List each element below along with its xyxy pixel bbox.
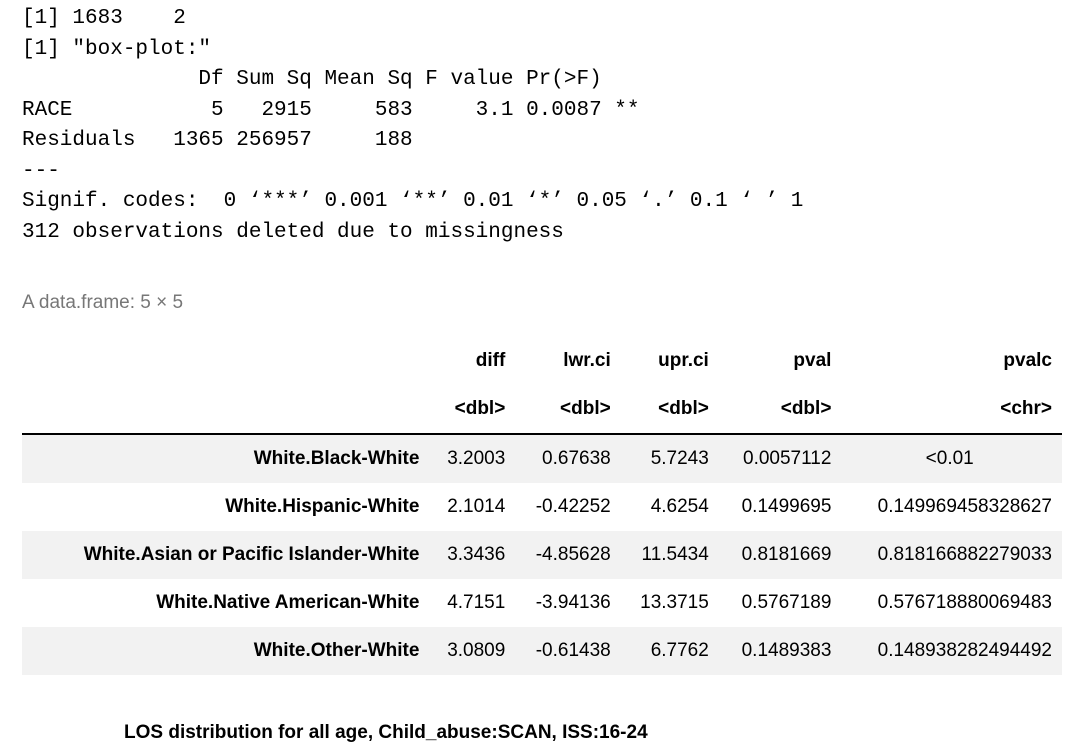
column-type: <dbl> [620,385,719,435]
signif-codes: Signif. codes: 0 ‘***’ 0.001 ‘**’ 0.01 ‘… [22,190,804,213]
row-name: White.Asian or Pacific Islander-White [83,544,420,565]
cell-diff: 3.2003 [447,448,506,469]
plot-title: LOS distribution for all age, Child_abus… [124,722,648,743]
cell-pval: 0.0057112 [743,448,832,469]
column-header-rowname [22,337,429,385]
column-type: <dbl> [429,385,516,435]
cell-diff: 2.1014 [447,496,506,517]
dataframe-table: diff lwr.ci upr.ci pval pvalc <dbl> <dbl… [22,337,1062,675]
table-row: White.Native American-White 4.7151 -3.94… [22,579,1062,627]
table-row: White.Black-White 3.2003 0.67638 5.7243 … [22,434,1062,483]
console-output: [1] 1683 2 [1] "box-plot:" Df Sum Sq Mea… [22,4,803,248]
column-type-rowname [22,385,430,435]
cell-upr-ci: 13.3715 [640,592,709,613]
cell-pvalc: 0.818166882279033 [877,544,1052,565]
column-type: <dbl> [718,385,842,435]
anova-row-race: RACE 5 2915 583 3.1 0.0087 ** [22,98,640,122]
cell-pval: 0.8181669 [741,544,832,565]
table-type-row: <dbl> <dbl> <dbl> <dbl> <chr> [22,385,1062,435]
dataframe-caption: A data.frame: 5 × 5 [22,292,184,313]
cell-diff: 3.3436 [447,544,506,565]
cell-pval: 0.1489383 [741,640,832,661]
column-type: <chr> [841,385,1062,435]
cell-lwr-ci: -0.42252 [535,496,611,517]
column-header: pval [793,350,832,371]
cell-upr-ci: 5.7243 [650,448,709,469]
cell-pval: 0.1499695 [741,496,832,517]
cell-upr-ci: 11.5434 [641,544,709,565]
anova-header: Df Sum Sq Mean Sq F value Pr(>F) [22,68,602,91]
cell-upr-ci: 6.7762 [650,640,709,661]
column-header: lwr.ci [563,350,611,371]
cell-pval: 0.5767189 [741,592,832,613]
console-line-dim: [1] 1683 2 [22,7,186,30]
cell-upr-ci: 4.6254 [650,496,709,517]
cell-lwr-ci: -3.94136 [535,592,611,613]
anova-row-residuals: Residuals 1365 256957 188 [22,129,413,152]
table-row: White.Hispanic-White 2.1014 -0.42252 4.6… [22,483,1062,531]
cell-lwr-ci: -4.85628 [535,544,611,565]
column-header: diff [475,350,506,371]
row-name: White.Black-White [253,448,420,469]
missingness-note: 312 observations deleted due to missingn… [22,220,564,244]
row-name: White.Hispanic-White [225,496,420,517]
cell-diff: 3.0809 [447,640,506,661]
cell-pvalc: <0.01 [925,448,974,469]
column-header: pvalc [1003,350,1052,371]
row-name: White.Native American-White [156,592,420,613]
cell-pvalc: 0.148938282494492 [877,640,1052,661]
cell-lwr-ci: -0.61438 [535,640,611,661]
cell-lwr-ci: 0.67638 [542,448,611,469]
table-row: White.Asian or Pacific Islander-White 3.… [22,531,1062,579]
cell-pvalc: 0.149969458328627 [877,496,1052,517]
cell-pvalc: 0.576718880069483 [877,592,1052,613]
anova-separator: --- [22,159,60,183]
table-row: White.Other-White 3.0809 -0.61438 6.7762… [22,627,1062,675]
column-header: upr.ci [658,350,709,371]
row-name: White.Other-White [253,640,420,661]
cell-diff: 4.7151 [447,592,506,613]
console-line-print: [1] "box-plot:" [22,37,212,61]
table-header-row: diff lwr.ci upr.ci pval pvalc [22,337,1062,385]
column-type: <dbl> [515,385,621,435]
